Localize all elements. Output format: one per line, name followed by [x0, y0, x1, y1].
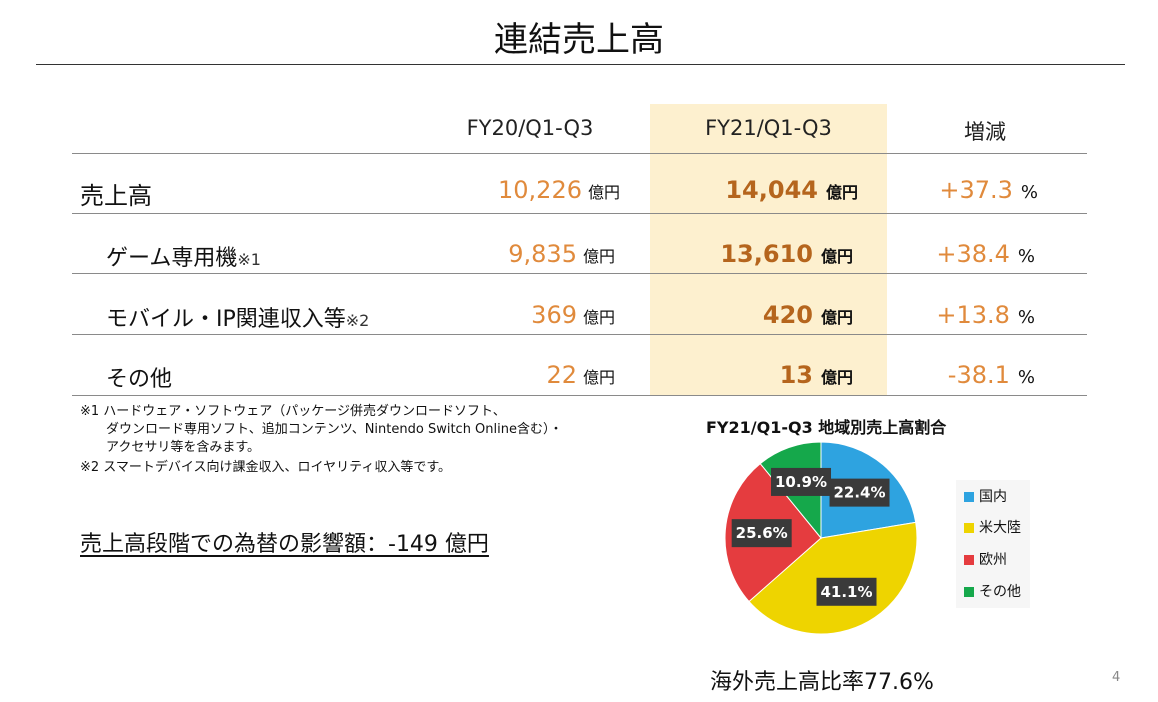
value: 369 — [531, 301, 577, 329]
legend-item-europe: 欧州 — [964, 549, 1007, 569]
fx-impact-text: 売上高段階での為替の影響額：-149 億円 — [80, 532, 489, 557]
value: 10,226 — [498, 176, 582, 204]
cell-fy20-total: 10,226 億円 — [420, 176, 620, 204]
table-rule — [72, 213, 1087, 214]
legend-swatch — [964, 523, 974, 533]
footnote-line: ダウンロード専用ソフト、追加コンテンツ、Nintendo Switch Onli… — [80, 422, 563, 437]
pie-chart-title: FY21/Q1-Q3 地域別売上高割合 — [706, 418, 947, 437]
value: +37.3 — [939, 176, 1013, 204]
page-title: 連結売上高 — [494, 20, 664, 60]
column-header-fy21: FY21/Q1-Q3 — [705, 116, 832, 140]
legend-swatch — [964, 492, 974, 502]
cell-fy21-total: 14,044 億円 — [650, 176, 858, 204]
title-divider — [36, 64, 1125, 65]
cell-fy21-mobile-ip: 420 億円 — [650, 301, 853, 329]
cell-fy21-other: 13 億円 — [650, 361, 853, 389]
page-number: 4 — [1112, 670, 1121, 685]
fy21-highlight-column — [650, 104, 887, 396]
row-label-total: 売上高 — [80, 176, 152, 211]
row-label-other: その他 — [106, 361, 172, 393]
legend-label: 米大陸 — [979, 520, 1021, 536]
row-label-game-console: ゲーム専用機※1 — [106, 240, 261, 272]
cell-change-total: +37.3% — [880, 176, 1038, 204]
pie-data-label-text: 10.9% — [775, 473, 827, 491]
pie-data-label: 41.1% — [816, 577, 877, 606]
cell-fy20-game-console: 9,835 億円 — [420, 240, 615, 268]
cell-fy21-game-console: 13,610 億円 — [650, 240, 853, 268]
value: 14,044 — [725, 176, 818, 204]
legend-label: その他 — [979, 584, 1021, 600]
column-header-fy20: FY20/Q1-Q3 — [466, 116, 594, 140]
row-label-mobile-ip: モバイル・IP関連収入等※2 — [106, 301, 369, 333]
unit: 億円 — [582, 308, 615, 327]
value: +13.8 — [936, 301, 1010, 329]
cell-change-other: -38.1% — [880, 361, 1035, 389]
unit: % — [1017, 246, 1035, 267]
cell-fy20-other: 22 億円 — [420, 361, 615, 389]
value: 420 — [762, 301, 813, 329]
unit: 億円 — [582, 247, 615, 266]
legend-swatch — [964, 587, 974, 597]
unit: % — [1017, 367, 1035, 388]
footnote-line: アクセサリ等を含みます。 — [80, 440, 261, 455]
unit: % — [1020, 182, 1038, 203]
table-rule — [72, 273, 1087, 274]
value: +38.4 — [936, 240, 1010, 268]
table-rule — [72, 395, 1087, 396]
unit: % — [1017, 307, 1035, 328]
unit: 億円 — [820, 308, 853, 327]
unit: 億円 — [820, 247, 853, 266]
row-label-text: ゲーム専用機 — [106, 246, 238, 271]
row-label-text: 売上高 — [80, 182, 152, 210]
region-pie-chart: 22.4% 41.1% 25.6% 10.9% — [724, 441, 918, 635]
pie-data-label-text: 25.6% — [736, 524, 788, 542]
legend-swatch — [964, 555, 974, 565]
pie-data-label: 10.9% — [771, 467, 832, 496]
legend-item-other: その他 — [964, 581, 1021, 601]
unit: 億円 — [825, 183, 858, 202]
footnote-marker: ※1 — [237, 250, 261, 269]
unit: 億円 — [582, 368, 615, 387]
legend-label: 欧州 — [979, 552, 1007, 568]
footnote-marker: ※2 — [345, 311, 370, 330]
table-rule — [72, 153, 1087, 154]
pie-data-label: 25.6% — [731, 519, 792, 548]
legend-item-domestic: 国内 — [964, 486, 1007, 506]
unit: 億円 — [587, 183, 620, 202]
cell-change-game-console: +38.4% — [880, 240, 1035, 268]
value: 22 — [546, 361, 577, 389]
pie-data-label-text: 41.1% — [820, 583, 872, 601]
legend-item-americas: 米大陸 — [964, 517, 1021, 537]
value: 9,835 — [508, 240, 577, 268]
row-label-text: その他 — [106, 367, 173, 392]
footnote-line: ※1 ハードウェア・ソフトウェア（パッケージ併売ダウンロードソフト、 — [80, 404, 506, 419]
value: -38.1 — [947, 361, 1010, 389]
pie-data-label: 22.4% — [829, 478, 890, 507]
column-header-change: 増減 — [964, 120, 1006, 144]
cell-fy20-mobile-ip: 369 億円 — [420, 301, 615, 329]
footnote-line: ※2 スマートデバイス向け課金収入、ロイヤリティ収入等です。 — [80, 460, 452, 475]
table-rule — [72, 334, 1087, 335]
value: 13 — [779, 361, 813, 389]
cell-change-mobile-ip: +13.8% — [880, 301, 1035, 329]
unit: 億円 — [820, 368, 853, 387]
value: 13,610 — [720, 240, 813, 268]
row-label-text: モバイル・IP関連収入等 — [106, 307, 346, 332]
pie-data-label-text: 22.4% — [833, 484, 885, 502]
pie-legend: 国内 米大陸 欧州 その他 — [956, 480, 1030, 608]
legend-label: 国内 — [979, 489, 1007, 505]
overseas-ratio-text: 海外売上高比率77.6% — [710, 670, 934, 695]
